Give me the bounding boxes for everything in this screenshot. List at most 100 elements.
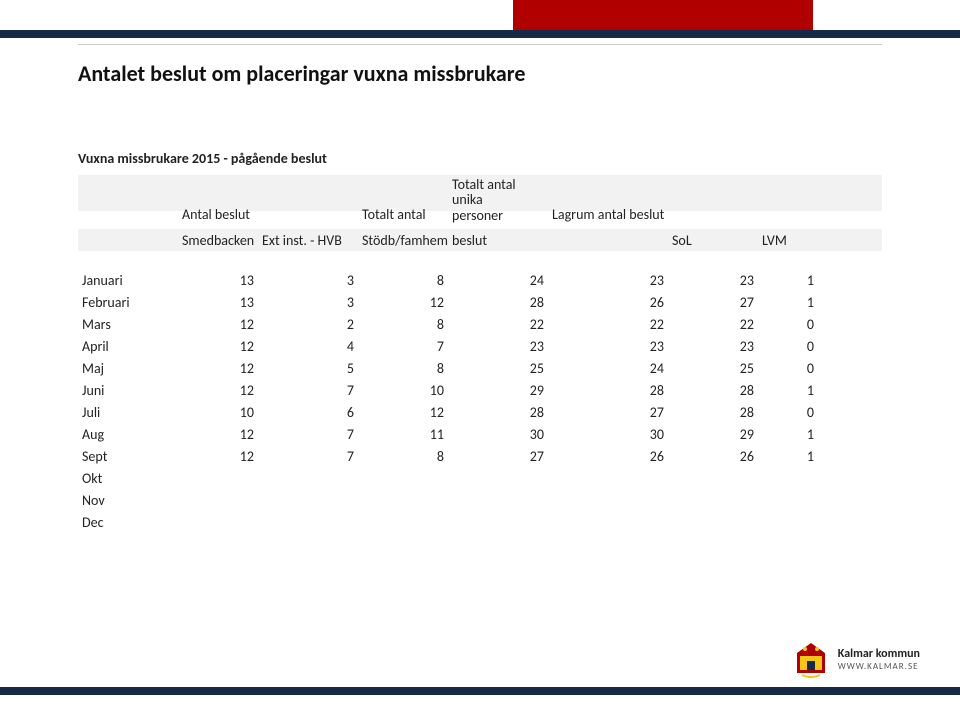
table-row: Aug127113030291 — [78, 423, 882, 445]
table-cell: 6 — [258, 401, 358, 423]
table-cell: Juni — [78, 379, 178, 401]
table-cell: 12 — [178, 313, 258, 335]
hdr-lvm: LVM — [758, 229, 818, 251]
table-cell: 30 — [448, 423, 548, 445]
table-row: Februari133122826271 — [78, 291, 882, 313]
table-cell — [548, 489, 668, 511]
table-cell: 7 — [258, 445, 358, 467]
table-cell: 12 — [358, 401, 448, 423]
hdr-unika-line1: Totalt antal unika — [452, 177, 544, 208]
hdr-ext-inst: Ext inst. - HVB — [258, 229, 358, 251]
table-cell: 7 — [258, 423, 358, 445]
table-cell — [178, 467, 258, 489]
table-cell: 5 — [258, 357, 358, 379]
table-cell — [448, 489, 548, 511]
table-cell: 13 — [178, 269, 258, 291]
table-row: Dec — [78, 511, 882, 533]
table-cell — [758, 511, 818, 533]
table-cell: 23 — [548, 269, 668, 291]
table-cell — [448, 467, 548, 489]
table-cell: 22 — [548, 313, 668, 335]
table-cell: 23 — [668, 335, 758, 357]
logo-icon — [794, 639, 828, 679]
table-cell: 0 — [758, 335, 818, 357]
table-cell — [178, 489, 258, 511]
table-cell — [668, 511, 758, 533]
table-cell: 24 — [448, 269, 548, 291]
table-cell — [668, 467, 758, 489]
table-cell: 28 — [668, 379, 758, 401]
table-cell: Nov — [78, 489, 178, 511]
hdr-smedbacken: Smedbacken — [178, 229, 258, 251]
table-cell: 12 — [178, 335, 258, 357]
table-cell: 0 — [758, 357, 818, 379]
table-cell: 0 — [758, 313, 818, 335]
table-cell — [358, 467, 448, 489]
table-cell: 26 — [668, 445, 758, 467]
table-cell: 28 — [548, 379, 668, 401]
table-row: Nov — [78, 489, 882, 511]
page-subtitle: Vuxna missbrukare 2015 - pågående beslut — [78, 150, 327, 167]
table-cell: 24 — [548, 357, 668, 379]
table-cell: 10 — [358, 379, 448, 401]
table-row: Juli106122827280 — [78, 401, 882, 423]
page: Antalet beslut om placeringar vuxna miss… — [0, 0, 960, 707]
table-cell — [358, 511, 448, 533]
table-cell: 8 — [358, 269, 448, 291]
table-cell: April — [78, 335, 178, 357]
table-header-row2: Smedbacken Ext inst. - HVB Stödb/famhem … — [78, 229, 882, 251]
table-cell — [358, 489, 448, 511]
bottom-navy-line — [0, 687, 960, 695]
table-cell: 11 — [358, 423, 448, 445]
hdr-totalt-antal: Totalt antal — [358, 175, 448, 225]
table-cell: Mars — [78, 313, 178, 335]
table-cell: 1 — [758, 423, 818, 445]
table-cell: 22 — [448, 313, 548, 335]
table-cell: 12 — [358, 291, 448, 313]
table-row: Mars12282222220 — [78, 313, 882, 335]
table-cell: 27 — [448, 445, 548, 467]
table-cell: Sept — [78, 445, 178, 467]
table-cell: 28 — [448, 401, 548, 423]
table-cell: 13 — [178, 291, 258, 313]
table-cell: 3 — [258, 291, 358, 313]
table-cell — [758, 467, 818, 489]
table-cell — [548, 467, 668, 489]
table-row: Maj12582524250 — [78, 357, 882, 379]
table-cell: 10 — [178, 401, 258, 423]
table-cell: Aug — [78, 423, 178, 445]
data-table: Antal beslut Totalt antal Totalt antal u… — [78, 175, 882, 533]
table-cell: 25 — [448, 357, 548, 379]
table-cell: 29 — [448, 379, 548, 401]
table-cell: 12 — [178, 357, 258, 379]
footer: Kalmar kommun WWW.KALMAR.SE — [794, 639, 920, 679]
table-cell: 22 — [668, 313, 758, 335]
table-cell: 23 — [548, 335, 668, 357]
table-cell: 1 — [758, 445, 818, 467]
table-row: Sept12782726261 — [78, 445, 882, 467]
hdr-beslut: beslut — [448, 229, 548, 251]
table-cell: 1 — [758, 291, 818, 313]
hdr-antal-beslut: Antal beslut — [178, 175, 358, 225]
hdr-stodb: Stödb/famhem — [358, 229, 448, 251]
table-cell: 8 — [358, 357, 448, 379]
table-cell: Okt — [78, 467, 178, 489]
table-cell: 7 — [258, 379, 358, 401]
table-cell — [548, 511, 668, 533]
table-cell — [178, 511, 258, 533]
table-cell: 28 — [448, 291, 548, 313]
table-cell — [258, 467, 358, 489]
body-spacer — [78, 251, 882, 269]
table-cell — [668, 489, 758, 511]
table-cell: 26 — [548, 291, 668, 313]
page-title: Antalet beslut om placeringar vuxna miss… — [78, 60, 525, 87]
hdr-lagrum: Lagrum antal beslut — [548, 175, 758, 225]
table-cell: 30 — [548, 423, 668, 445]
table-cell: 28 — [668, 401, 758, 423]
top-navy-line — [0, 30, 960, 38]
table-cell: 12 — [178, 379, 258, 401]
table-cell: 4 — [258, 335, 358, 357]
table-cell: 1 — [758, 379, 818, 401]
table-cell: Februari — [78, 291, 178, 313]
table-row: Januari13382423231 — [78, 269, 882, 291]
